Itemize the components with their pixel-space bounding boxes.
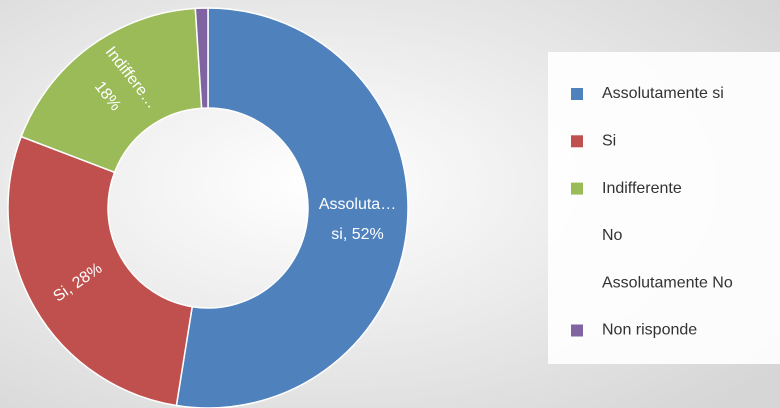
legend-label: Non risponde: [602, 322, 697, 339]
legend-label: Indifferente: [602, 180, 682, 197]
donut-slice: [194, 7, 209, 109]
legend-swatch: [571, 135, 583, 148]
legend-swatch: [571, 88, 583, 100]
legend-swatch: [571, 182, 583, 195]
donut-slice: [20, 7, 203, 174]
legend-swatch: [571, 324, 583, 337]
legend-label: Assolutamente si: [602, 85, 724, 102]
data-label: Assoluta…: [319, 196, 396, 213]
legend-box: [548, 52, 780, 364]
donut-slice: [175, 7, 409, 408]
donut-slice: [7, 135, 194, 407]
legend-label: No: [602, 227, 623, 244]
legend-label: Assolutamente No: [602, 274, 733, 291]
data-label: si, 52%: [331, 226, 383, 243]
legend-label: Si: [602, 133, 616, 150]
